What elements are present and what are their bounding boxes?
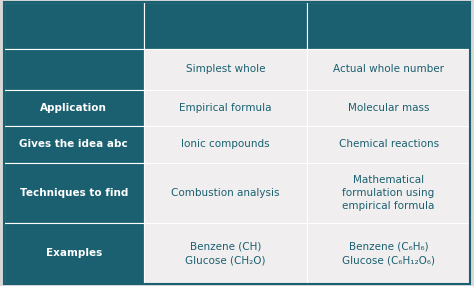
Text: Simplest whole: Simplest whole	[186, 64, 265, 74]
Text: Benzene (CH)
Glucose (CH₂O): Benzene (CH) Glucose (CH₂O)	[185, 242, 265, 265]
Bar	[4, 49, 144, 90]
Bar	[4, 90, 144, 126]
Bar	[144, 223, 307, 284]
Bar	[307, 2, 470, 49]
Bar	[4, 223, 144, 284]
Text: Gives the idea abc: Gives the idea abc	[19, 139, 128, 149]
Bar	[307, 49, 470, 90]
Bar	[4, 163, 144, 223]
Text: Empirical formula: Empirical formula	[179, 103, 272, 113]
Text: Techniques to find: Techniques to find	[19, 188, 128, 198]
Bar	[4, 126, 144, 163]
Text: Mathematical
formulation using
empirical formula: Mathematical formulation using empirical…	[342, 175, 435, 211]
Bar	[144, 163, 307, 223]
Bar	[307, 126, 470, 163]
Bar	[307, 163, 470, 223]
Bar	[144, 2, 307, 49]
Text: Actual whole number: Actual whole number	[333, 64, 444, 74]
Text: Chemical reactions: Chemical reactions	[338, 139, 438, 149]
Bar	[4, 2, 144, 49]
Text: Combustion analysis: Combustion analysis	[171, 188, 280, 198]
Bar	[307, 223, 470, 284]
Text: Examples: Examples	[46, 249, 102, 259]
Text: Ionic compounds: Ionic compounds	[181, 139, 270, 149]
Bar	[144, 90, 307, 126]
Text: Molecular mass: Molecular mass	[348, 103, 429, 113]
Bar	[144, 126, 307, 163]
Bar	[307, 90, 470, 126]
Bar	[144, 49, 307, 90]
Text: Benzene (C₆H₆)
Glucose (C₆H₁₂O₆): Benzene (C₆H₆) Glucose (C₆H₁₂O₆)	[342, 242, 435, 265]
Text: Application: Application	[40, 103, 107, 113]
